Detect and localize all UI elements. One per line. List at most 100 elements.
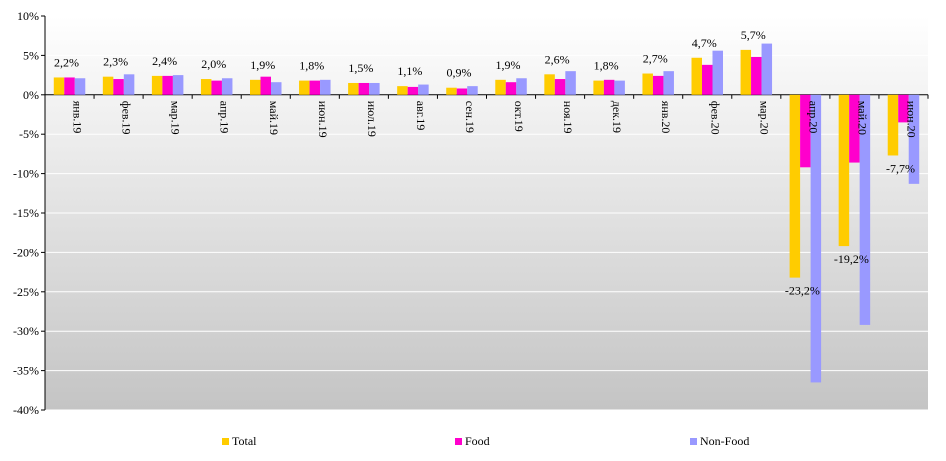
- bar-food: [260, 76, 271, 95]
- data-label: 1,1%: [397, 64, 422, 78]
- bar-non-food: [320, 79, 331, 95]
- bar-non-food: [369, 82, 380, 95]
- data-label: 1,5%: [348, 61, 373, 75]
- category-label: сен.19: [463, 101, 477, 133]
- bar-non-food: [859, 94, 871, 325]
- category-label: июн.20: [904, 101, 918, 138]
- bar-non-food: [565, 71, 576, 95]
- y-tick-label: -15%: [13, 206, 39, 220]
- bar-non-food: [516, 78, 527, 95]
- bar-total: [642, 73, 653, 95]
- bar-total: [544, 74, 555, 95]
- bar-total: [495, 79, 506, 95]
- bars: [53, 43, 920, 383]
- data-label: -19,2%: [834, 252, 869, 266]
- bar-non-food: [761, 43, 773, 95]
- data-label: 1,8%: [299, 59, 324, 73]
- data-label: 4,7%: [692, 36, 717, 50]
- bar-total: [250, 79, 261, 95]
- legend-label-non-food: Non-Food: [700, 434, 750, 448]
- category-label: янв.19: [71, 101, 85, 134]
- bar-total: [102, 76, 114, 95]
- data-label: 2,3%: [103, 55, 128, 69]
- category-label: апр.19: [218, 101, 232, 134]
- bar-non-food: [663, 71, 674, 95]
- category-label: июл.19: [365, 101, 379, 137]
- legend-swatch-food: [455, 438, 462, 445]
- category-label: ноя.19: [561, 101, 575, 134]
- bar-food: [702, 64, 713, 95]
- bar-total: [691, 57, 702, 95]
- legend-item-non-food: Non-Food: [690, 434, 749, 449]
- data-label: 1,9%: [250, 58, 275, 72]
- bar-total: [789, 94, 801, 278]
- data-label: 5,7%: [741, 28, 766, 42]
- y-tick-label: -35%: [13, 364, 39, 378]
- bar-non-food: [123, 74, 135, 95]
- bar-non-food: [614, 80, 625, 95]
- y-tick-label: -10%: [13, 167, 39, 181]
- category-label: фев.19: [120, 101, 134, 135]
- bar-total: [740, 49, 752, 95]
- bar-food: [64, 77, 75, 95]
- y-tick-label: 0%: [23, 88, 39, 102]
- y-tick-label: -30%: [13, 324, 39, 338]
- y-tick-label: -20%: [13, 245, 39, 259]
- category-label: мар.19: [169, 101, 183, 135]
- y-tick-label: -25%: [13, 285, 39, 299]
- bar-food: [358, 82, 370, 95]
- y-tick-label: 5%: [23, 48, 39, 62]
- data-label: -23,2%: [785, 284, 820, 298]
- bar-total: [446, 87, 457, 95]
- data-label: 0,9%: [446, 66, 471, 80]
- category-label: апр.20: [806, 101, 820, 134]
- bar-food: [603, 79, 615, 95]
- bar-non-food: [418, 84, 429, 95]
- legend-item-total: Total: [222, 434, 257, 449]
- y-tick-label: 10%: [17, 9, 39, 23]
- legend-label-total: Total: [232, 434, 257, 448]
- bar-non-food: [271, 82, 282, 95]
- category-label: май.20: [855, 101, 869, 135]
- legend-item-food: Food: [455, 434, 490, 449]
- data-label: 2,6%: [545, 52, 570, 66]
- bar-food: [162, 75, 173, 95]
- bar-food: [898, 94, 909, 123]
- bar-food: [505, 82, 517, 95]
- bar-total: [838, 94, 850, 247]
- legend-swatch-non-food: [690, 438, 697, 445]
- category-label: окт.19: [512, 101, 526, 132]
- bar-food: [554, 79, 566, 95]
- bar-non-food: [908, 94, 920, 184]
- data-label: 2,2%: [54, 55, 79, 69]
- bar-food: [652, 75, 664, 95]
- bar-non-food: [712, 50, 723, 95]
- legend-swatch-total: [222, 438, 229, 445]
- y-tick-label: -5%: [19, 127, 39, 141]
- bar-total: [200, 79, 212, 95]
- data-label: 2,4%: [152, 54, 177, 68]
- y-tick-label: -40%: [13, 403, 39, 417]
- bar-food: [456, 88, 468, 95]
- category-label: май.19: [267, 101, 281, 135]
- data-label: 1,8%: [594, 59, 619, 73]
- bar-food: [407, 86, 419, 95]
- bar-non-food: [221, 78, 233, 95]
- bar-total: [151, 75, 163, 95]
- bar-total: [299, 80, 310, 95]
- bar-total: [53, 77, 65, 95]
- bar-food: [800, 94, 811, 168]
- bar-total: [348, 82, 359, 95]
- bar-non-food: [810, 94, 822, 383]
- bar-non-food: [467, 86, 478, 95]
- category-label: дек.19: [610, 101, 624, 133]
- bar-food: [113, 79, 124, 95]
- category-labels: янв.19 фев.19 мар.19 апр.19 май.19 июн.19 июл.…: [71, 101, 919, 138]
- data-label: -7,7%: [886, 161, 915, 175]
- legend-label-food: Food: [465, 434, 490, 448]
- bar-total: [593, 80, 604, 95]
- bar-food: [849, 94, 860, 163]
- data-labels: 2,2% 2,3% 2,4% 2,0% 1,9% 1,8% 1,5% 1,1% 0,9% 1,9%…: [54, 28, 915, 298]
- bar-non-food: [172, 75, 184, 95]
